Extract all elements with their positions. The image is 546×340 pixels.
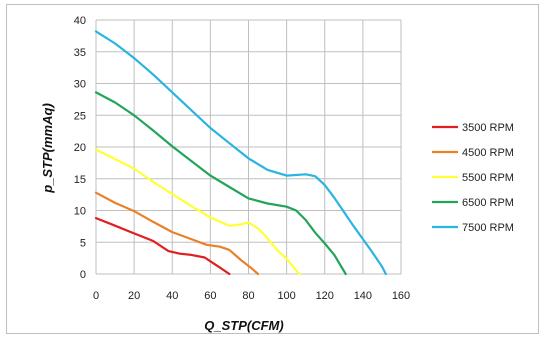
x-tick-label: 40 xyxy=(166,290,178,302)
x-tick-label: 100 xyxy=(277,290,295,302)
legend-label: 6500 RPM xyxy=(462,197,514,209)
y-tick-label: 20 xyxy=(74,142,86,154)
series-line-6500-rpm xyxy=(94,91,347,276)
series-layer xyxy=(94,30,387,276)
y-tick-label: 5 xyxy=(80,237,86,249)
series-line-3500-rpm xyxy=(94,217,231,276)
x-tick-label: 80 xyxy=(242,290,254,302)
y-tick-label: 10 xyxy=(74,206,86,218)
legend-label: 4500 RPM xyxy=(462,147,514,159)
chart-frame xyxy=(6,4,539,334)
series-line-7500-rpm xyxy=(94,30,387,276)
x-tick-label: 0 xyxy=(93,290,99,302)
y-tick-label: 35 xyxy=(74,47,86,59)
x-tick-label: 20 xyxy=(128,290,140,302)
series-line-4500-rpm xyxy=(94,191,260,276)
y-axis-title: p_STP(mmAq) xyxy=(40,103,55,194)
y-tick-label: 25 xyxy=(74,110,86,122)
x-tick-label: 160 xyxy=(392,290,410,302)
y-tick-label: 40 xyxy=(74,15,86,27)
legend-label: 3500 RPM xyxy=(462,122,514,134)
y-tick-label: 0 xyxy=(80,269,86,281)
axis-layer: 0 20 40 60 80 100 120 140 160 0 5 10 15 20 25 30 35 40 xyxy=(74,15,410,302)
y-tick-label: 30 xyxy=(74,79,86,91)
x-tick-label: 60 xyxy=(204,290,216,302)
x-tick-label: 120 xyxy=(316,290,334,302)
x-axis-title: Q_STP(CFM) xyxy=(204,318,283,333)
legend: 3500 RPM 4500 RPM 5500 RPM 6500 RPM 7500 RPM xyxy=(432,122,514,234)
y-tick-label: 15 xyxy=(74,174,86,186)
series-line-5500-rpm xyxy=(94,148,302,276)
legend-label: 5500 RPM xyxy=(462,172,514,184)
legend-label: 7500 RPM xyxy=(462,222,514,234)
x-tick-label: 140 xyxy=(354,290,372,302)
